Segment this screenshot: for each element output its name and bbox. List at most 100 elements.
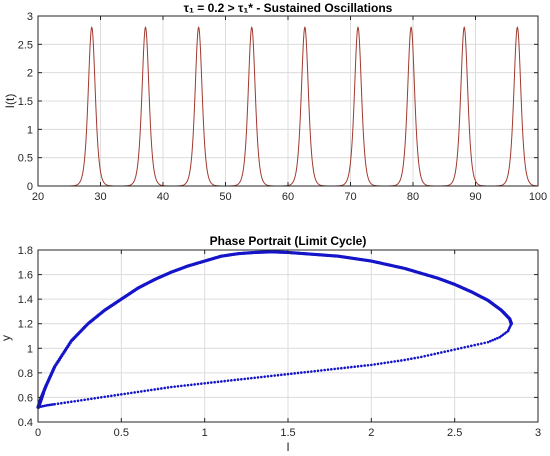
phase-portrait-y-tick-label: 0.4 xyxy=(18,417,33,429)
time-series-y-tick-label: 0 xyxy=(27,181,33,193)
limit-cycle-point xyxy=(136,390,140,394)
limit-cycle-point xyxy=(56,402,60,405)
phase-portrait-x-tick-label: 0.5 xyxy=(114,427,129,439)
limit-cycle-point xyxy=(300,371,303,374)
limit-cycle-point xyxy=(460,346,463,350)
limit-cycle-point xyxy=(180,384,183,388)
phase-portrait-y-tick-label: 1.8 xyxy=(18,245,33,257)
time-series-y-tick-label: 0.5 xyxy=(18,153,33,165)
limit-cycle-point xyxy=(173,385,176,388)
limit-cycle-point xyxy=(376,362,380,366)
limit-cycle-point xyxy=(290,372,293,376)
limit-cycle-point xyxy=(66,400,70,404)
limit-cycle-point xyxy=(483,341,486,345)
limit-cycle-point xyxy=(360,364,363,368)
limit-cycle-point xyxy=(450,348,453,352)
limit-cycle-point xyxy=(440,351,443,354)
limit-cycle-point xyxy=(310,370,313,373)
limit-cycle-point xyxy=(496,336,499,340)
limit-cycle-point xyxy=(489,339,492,343)
limit-cycle-point xyxy=(76,399,80,403)
limit-cycle-point xyxy=(210,381,213,384)
limit-cycle-point xyxy=(203,382,206,385)
limit-cycle-point xyxy=(446,349,450,353)
time-series-ticks: 20 30 40 50 60 70 80 90 100 0 0.5 1 1.5 2 2.5 3 xyxy=(18,11,547,203)
limit-cycle-point xyxy=(153,388,156,391)
limit-cycle-point xyxy=(250,376,253,380)
limit-cycle-point xyxy=(323,368,326,372)
limit-cycle-point xyxy=(390,360,393,364)
limit-cycle-point xyxy=(166,386,170,389)
phase-portrait-y-tick-label: 0.6 xyxy=(18,392,33,404)
limit-cycle-point xyxy=(133,391,136,394)
limit-cycle-point xyxy=(386,361,390,364)
limit-cycle-point xyxy=(493,337,497,341)
limit-cycle-point xyxy=(60,401,63,405)
phase-portrait-y-tick-label: 1.2 xyxy=(18,319,33,331)
limit-cycle-point xyxy=(363,364,366,367)
limit-cycle-point xyxy=(100,396,103,399)
time-series-x-tick-label: 80 xyxy=(407,191,419,203)
time-series-chart: τ₁ = 0.2 > τ₁* - Sustained Oscillations … xyxy=(3,1,547,203)
limit-cycle-point xyxy=(86,397,90,401)
phase-portrait-x-axis-label: I xyxy=(286,440,289,454)
limit-cycle-point xyxy=(193,383,196,386)
time-series-y-tick-label: 1.5 xyxy=(18,96,33,108)
limit-cycle-point xyxy=(106,395,110,398)
limit-cycle-point xyxy=(293,372,296,375)
limit-cycle-point xyxy=(123,392,126,396)
limit-cycle-point xyxy=(110,394,113,398)
limit-cycle-point xyxy=(160,387,163,390)
limit-cycle-point xyxy=(426,354,430,357)
limit-cycle-point xyxy=(313,369,316,373)
limit-cycle-point xyxy=(93,396,96,400)
limit-cycle-point xyxy=(480,342,483,345)
limit-cycle-point xyxy=(366,363,370,367)
limit-cycle-point xyxy=(260,375,263,379)
time-series-x-tick-label: 40 xyxy=(157,191,169,203)
limit-cycle-point xyxy=(286,372,290,376)
limit-cycle-point xyxy=(270,374,273,378)
limit-cycle-point xyxy=(266,375,270,378)
limit-cycle-point xyxy=(240,377,243,381)
time-series-y-tick-label: 2 xyxy=(27,68,33,80)
phase-portrait-x-tick-label: 2.5 xyxy=(447,427,462,439)
limit-cycle-point xyxy=(206,381,210,385)
limit-cycle-point xyxy=(453,348,456,351)
limit-cycle-point xyxy=(73,399,76,403)
limit-cycle-point xyxy=(456,347,460,351)
time-series-x-tick-label: 100 xyxy=(529,191,547,203)
phase-portrait-plot-area xyxy=(36,250,513,409)
limit-cycle-point xyxy=(276,373,280,377)
limit-cycle-point xyxy=(350,365,353,369)
limit-cycle-point xyxy=(433,352,436,356)
limit-cycle-point xyxy=(256,376,260,379)
limit-cycle-point xyxy=(140,390,143,393)
limit-cycle-point xyxy=(146,389,150,392)
limit-cycle-point xyxy=(243,377,246,381)
phase-portrait-title: Phase Portrait (Limit Cycle) xyxy=(210,234,367,248)
limit-cycle-point xyxy=(186,383,190,387)
limit-cycle-point xyxy=(343,366,346,370)
limit-cycle-point xyxy=(336,367,340,370)
limit-cycle-point xyxy=(90,397,93,401)
phase-portrait-chart: Phase Portrait (Limit Cycle) 0 0.5 1 1.5 2 2.… xyxy=(0,234,541,454)
limit-cycle-point xyxy=(396,359,400,363)
limit-cycle-point xyxy=(473,343,476,347)
limit-cycle-point xyxy=(113,394,116,397)
phase-portrait-x-tick-label: 1.5 xyxy=(280,427,295,439)
limit-cycle-point xyxy=(470,344,473,348)
phase-portrait-y-tick-label: 1 xyxy=(27,343,33,355)
time-series-y-tick-label: 3 xyxy=(27,11,33,23)
time-series-y-tick-label: 1 xyxy=(27,124,33,136)
phase-portrait-y-tick-label: 1.4 xyxy=(18,294,33,306)
phase-portrait-x-tick-label: 1 xyxy=(202,427,208,439)
limit-cycle-point xyxy=(196,382,200,386)
limit-cycle-point xyxy=(466,345,470,348)
limit-cycle-point xyxy=(80,398,83,402)
time-series-y-axis-label: I(t) xyxy=(3,94,17,109)
limit-cycle-point xyxy=(380,362,383,365)
limit-cycle-point xyxy=(443,350,446,354)
phase-portrait-x-tick-label: 3 xyxy=(535,427,541,439)
time-series-title: τ₁ = 0.2 > τ₁* - Sustained Oscillations xyxy=(184,1,393,15)
